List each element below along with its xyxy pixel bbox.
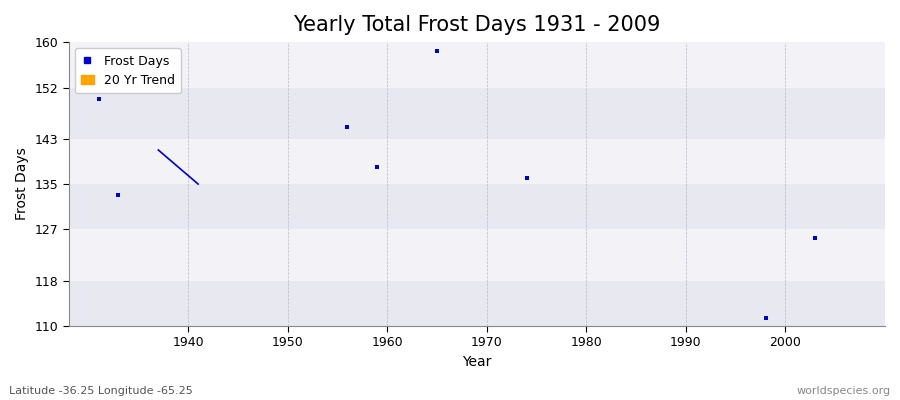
Point: [112, 192, 126, 199]
Point: [808, 235, 823, 241]
Point: [370, 164, 384, 170]
Point: [92, 96, 106, 102]
Title: Yearly Total Frost Days 1931 - 2009: Yearly Total Frost Days 1931 - 2009: [293, 15, 661, 35]
Bar: [68, 281, 885, 326]
Bar: [68, 139, 885, 184]
Text: Latitude -36.25 Longitude -65.25: Latitude -36.25 Longitude -65.25: [9, 386, 193, 396]
Point: [430, 48, 445, 54]
Bar: [68, 184, 885, 230]
Bar: [68, 230, 885, 281]
Bar: [68, 88, 885, 139]
Y-axis label: Frost Days: Frost Days: [15, 148, 29, 220]
X-axis label: Year: Year: [463, 355, 491, 369]
Text: worldspecies.org: worldspecies.org: [796, 386, 891, 396]
Legend: Frost Days, 20 Yr Trend: Frost Days, 20 Yr Trend: [75, 48, 181, 93]
Point: [759, 314, 773, 321]
Bar: [68, 42, 885, 88]
Point: [519, 175, 534, 182]
Point: [340, 124, 355, 130]
